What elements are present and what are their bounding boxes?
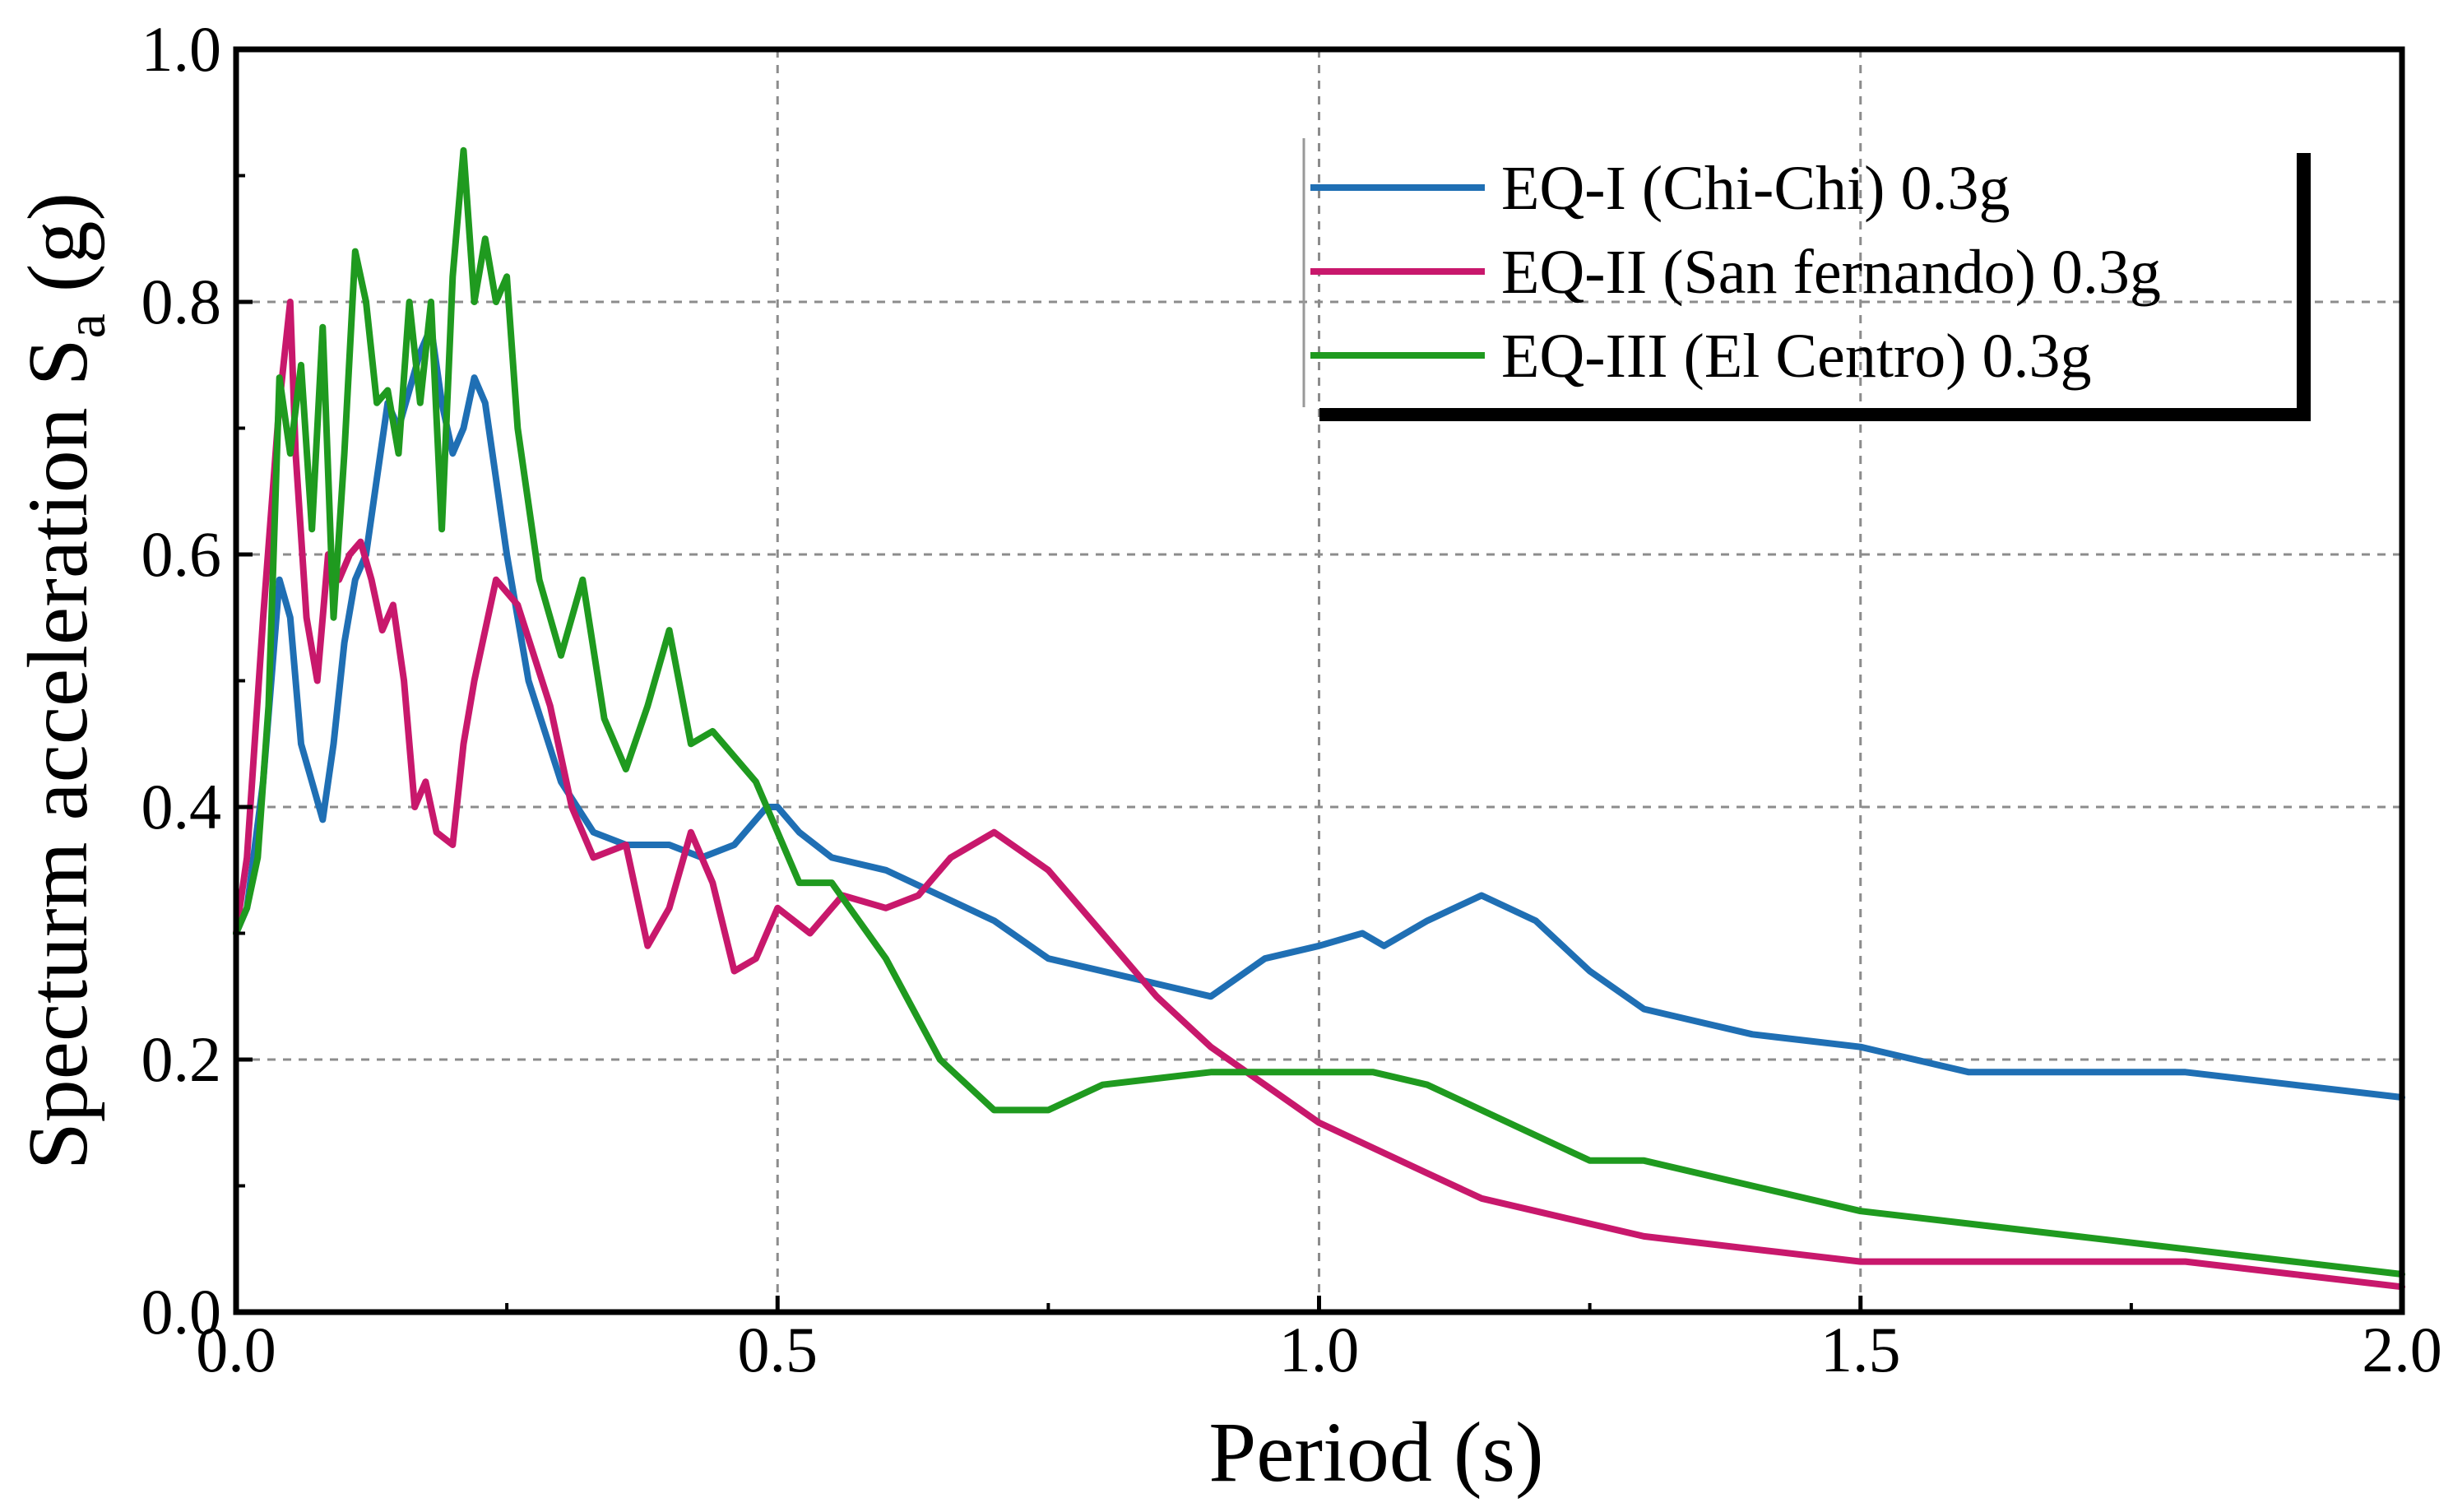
y-tick-label-0: 0.0 bbox=[141, 1276, 222, 1347]
legend: EQ-I (Chi-Chi) 0.3g EQ-II (San fernando) … bbox=[1302, 138, 2311, 421]
x-tick-label-4: 2.0 bbox=[2362, 1314, 2442, 1385]
tick-labels: 0.0 0.5 1.0 1.5 2.0 0.0 0.2 0.4 0.6 0.8 1.0 bbox=[141, 13, 2442, 1385]
series-line-3 bbox=[233, 146, 2405, 1278]
x-tick-label-2: 1.0 bbox=[1279, 1314, 1360, 1385]
x-axis-title: Period (s) bbox=[1208, 1405, 1543, 1500]
legend-shadow-right bbox=[2297, 153, 2311, 421]
x-tick-label-3: 1.5 bbox=[1820, 1314, 1901, 1385]
y-axis-title: Specturm acceleration Sa (g) bbox=[11, 192, 117, 1170]
x-tick-label-1: 0.5 bbox=[738, 1314, 818, 1385]
y-axis-title-subscript: a bbox=[54, 313, 117, 338]
series-group bbox=[233, 146, 2405, 1291]
legend-shadow-bottom bbox=[1319, 408, 2311, 421]
y-tick-label-4: 0.8 bbox=[141, 266, 222, 337]
x-tick-label-0: 0.0 bbox=[196, 1314, 276, 1385]
y-tick-label-3: 0.6 bbox=[141, 518, 222, 590]
y-tick-label-1: 0.2 bbox=[141, 1023, 222, 1095]
series-line-2 bbox=[233, 299, 2405, 1291]
y-tick-label-2: 0.4 bbox=[141, 771, 222, 842]
y-tick-label-5: 1.0 bbox=[141, 13, 222, 85]
legend-label-3: EQ-III (El Centro) 0.3g bbox=[1501, 322, 2092, 391]
y-axis-title-unit: (g) bbox=[11, 192, 105, 313]
grid bbox=[236, 49, 2402, 1312]
legend-label-1: EQ-I (Chi-Chi) 0.3g bbox=[1501, 154, 2010, 223]
legend-label-2: EQ-II (San fernando) 0.3g bbox=[1501, 238, 2161, 307]
ticks bbox=[234, 47, 2404, 1315]
legend-items: EQ-I (Chi-Chi) 0.3g EQ-II (San fernando) … bbox=[1310, 154, 2161, 391]
y-axis-title-main: Specturm acceleration S bbox=[11, 338, 105, 1170]
